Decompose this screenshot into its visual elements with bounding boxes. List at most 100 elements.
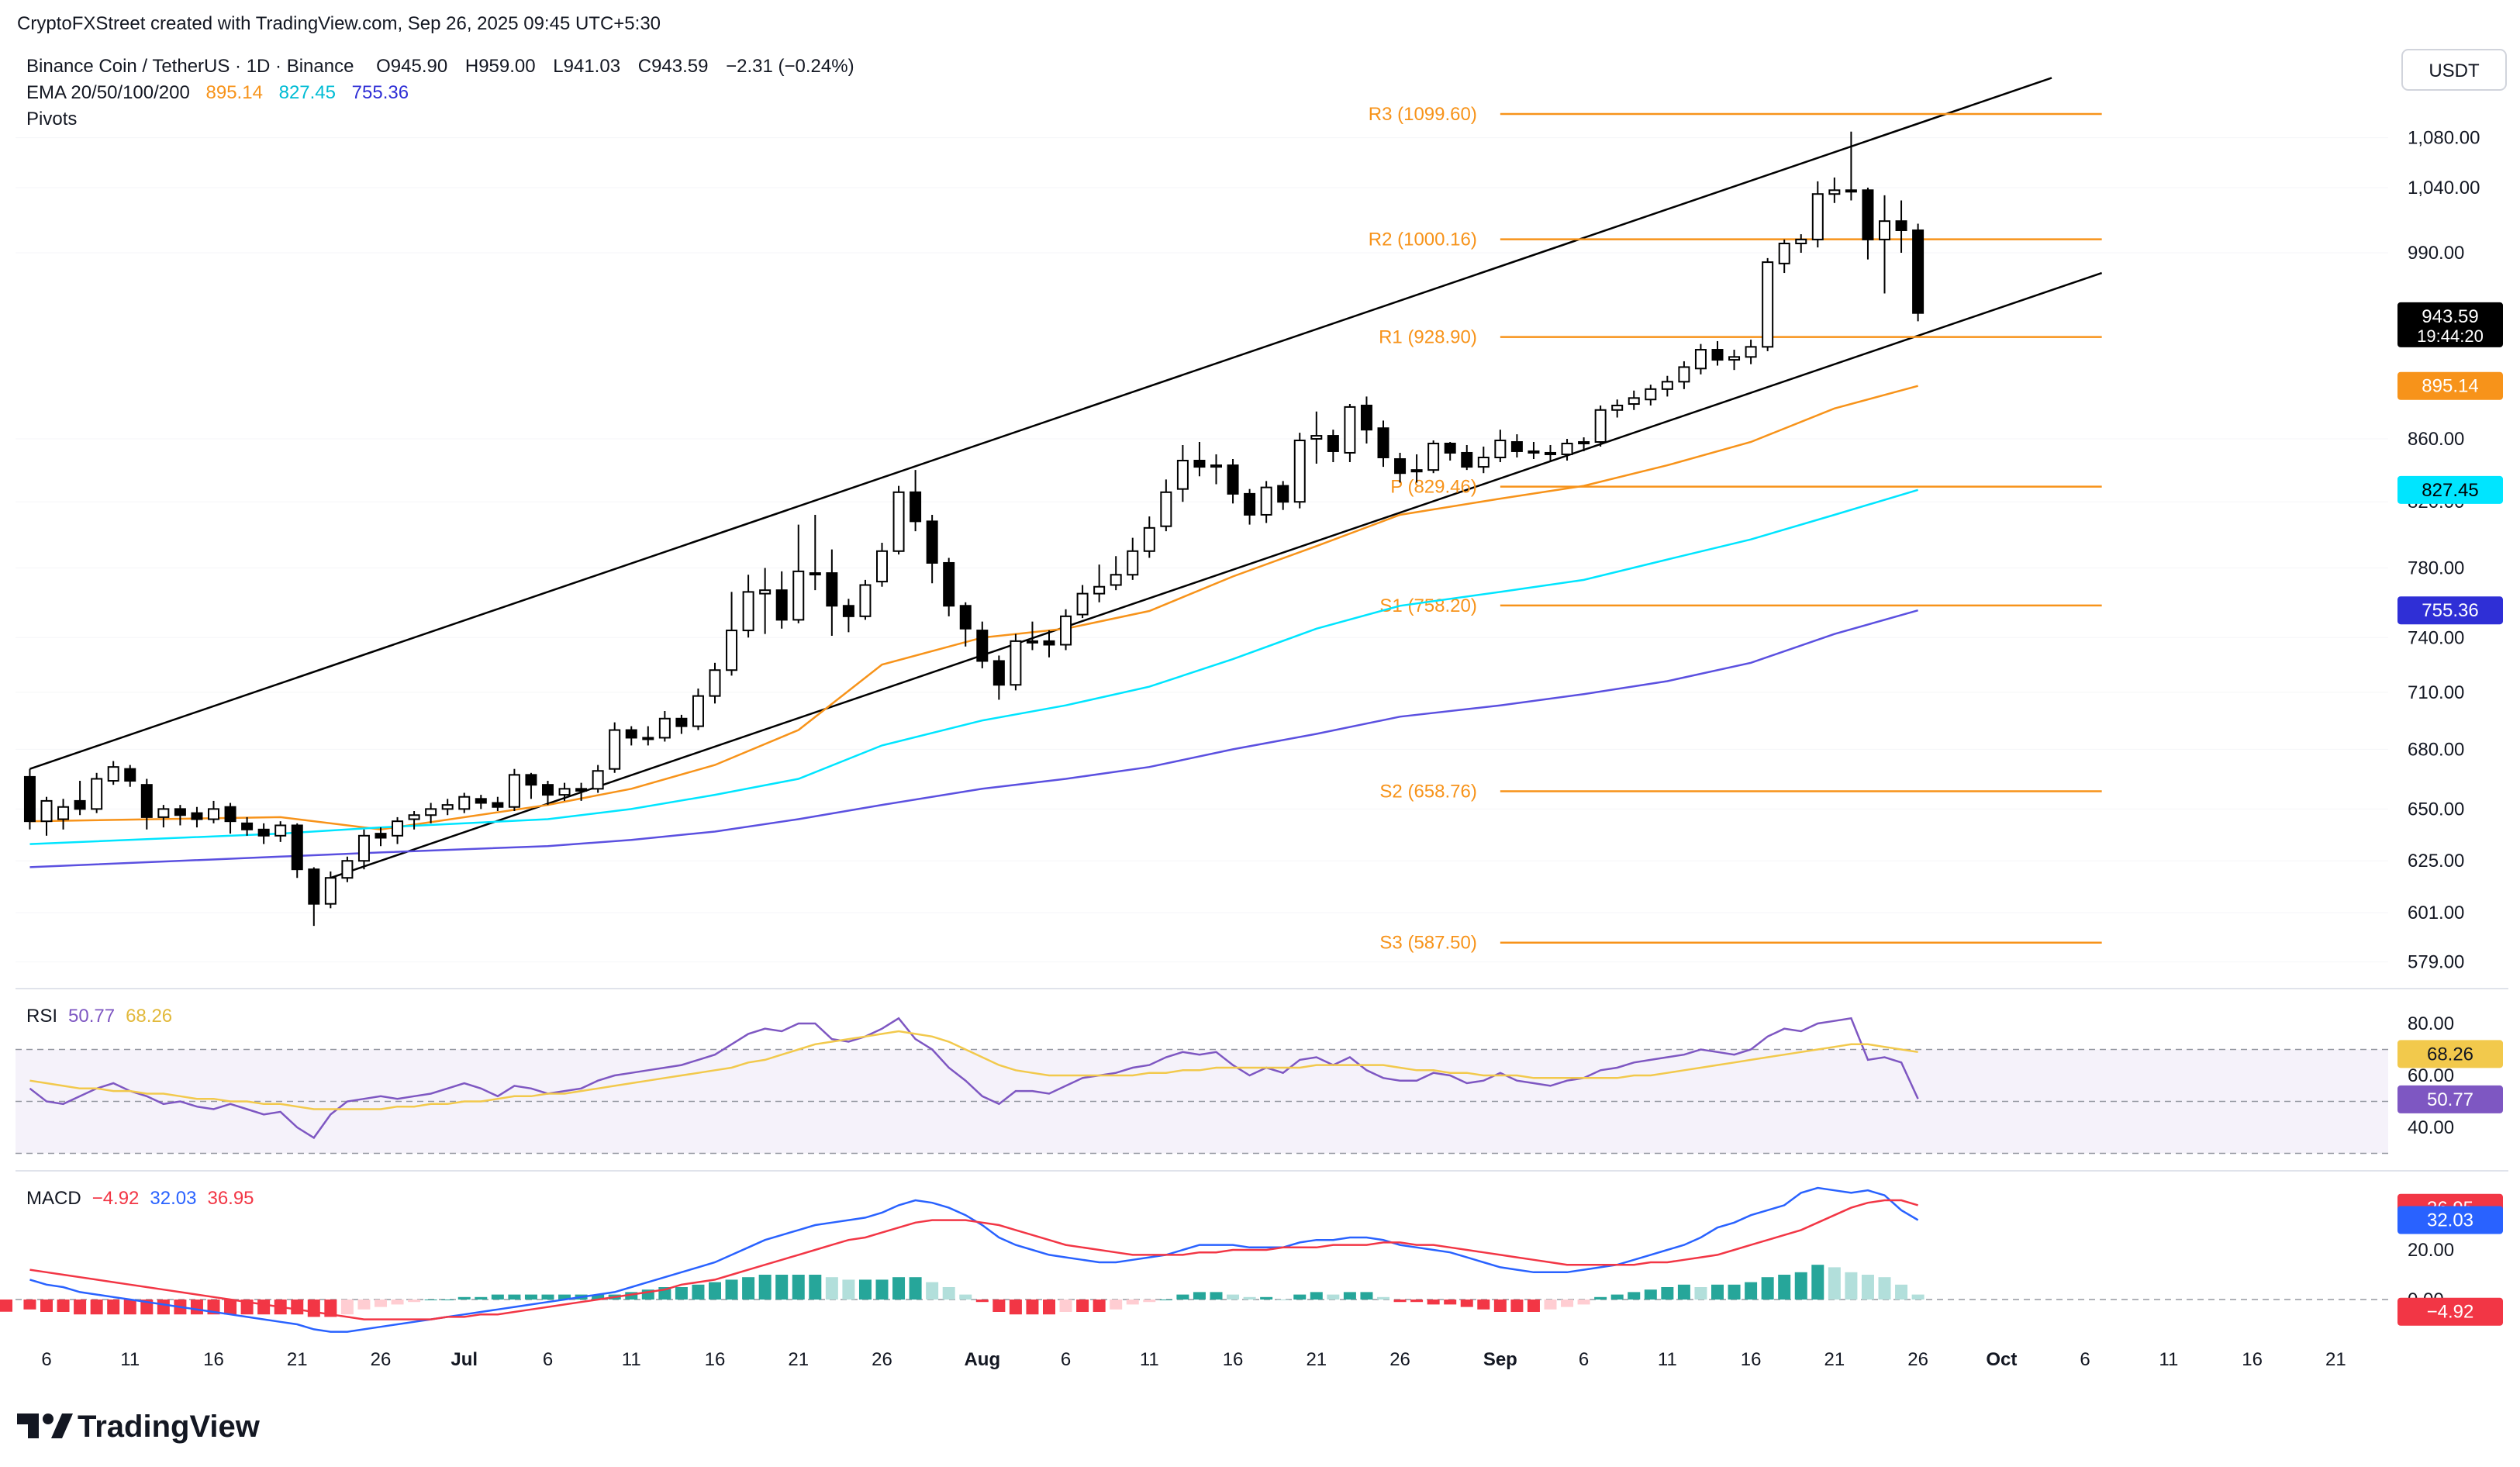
candle	[1561, 439, 1573, 461]
candle-body	[375, 833, 387, 839]
macd-histogram-bar	[1861, 1275, 1874, 1300]
candle-body	[592, 770, 604, 790]
candle-body	[1076, 592, 1089, 616]
macd-histogram-bar	[725, 1279, 738, 1300]
candle-body	[357, 834, 370, 862]
time-axis-tick: 21	[1306, 1349, 1327, 1370]
candle	[1628, 390, 1640, 410]
candle-body	[1728, 356, 1741, 361]
rsi-ma-legend-value: 68.26	[126, 1006, 172, 1027]
candle	[1360, 396, 1372, 444]
time-axis-tick: 16	[2242, 1349, 2263, 1370]
currency-button[interactable]: USDT	[2401, 49, 2507, 91]
candle-body	[291, 824, 303, 871]
macd-histogram-bar	[1009, 1300, 1022, 1315]
macd-histogram-bar	[1360, 1292, 1373, 1300]
time-axis-tick: 21	[788, 1349, 809, 1370]
macd-histogram-bar	[809, 1275, 822, 1300]
macd-histogram-bar	[57, 1300, 70, 1312]
macd-histogram-bar	[1393, 1300, 1407, 1303]
rsi-line	[29, 1017, 1919, 1140]
macd-histogram-bar	[1811, 1265, 1824, 1300]
candle	[341, 856, 354, 882]
macd-histogram-bar	[792, 1275, 805, 1300]
time-axis-tick: 6	[543, 1349, 553, 1370]
candle-body	[57, 806, 70, 820]
candle	[1176, 444, 1189, 502]
candle	[1728, 350, 1741, 371]
candle-body	[441, 804, 454, 810]
candle	[1260, 481, 1272, 523]
price-axis-tick: 601.00	[2408, 903, 2464, 923]
candle	[241, 816, 254, 836]
candle	[1394, 452, 1407, 483]
rsi-pane: 40.00 60.00 80.00 RSI 50.77 68.26 68.26 50.77	[16, 1006, 2503, 1155]
pivot-label-s1: S1 (758.20)	[1379, 595, 1476, 616]
candle-body	[508, 774, 520, 808]
candle	[992, 655, 1005, 700]
candle-body	[1143, 526, 1155, 552]
candle	[1745, 340, 1757, 364]
rsi-legend-title: RSI	[26, 1006, 57, 1027]
macd-histogram-bar	[1076, 1300, 1089, 1312]
macd-legend: MACD −4.92 32.03 36.95	[26, 1188, 254, 1209]
tradingview-logo-text: TradingView	[78, 1410, 261, 1444]
price-axis-tick: 780.00	[2408, 558, 2464, 579]
price-badge-label: 943.59	[2422, 306, 2478, 327]
macd-histogram-bar	[1243, 1296, 1256, 1300]
pivot-label-s2: S2 (658.76)	[1379, 782, 1476, 803]
candle	[1427, 440, 1440, 474]
candle-body	[976, 630, 989, 662]
time-axis-tick: 6	[2080, 1349, 2090, 1370]
time-axis-tick: 11	[1658, 1349, 1677, 1370]
price-badge-bg	[2397, 596, 2503, 625]
candle-body	[525, 774, 537, 786]
rsi-badge-label: 50.77	[2427, 1089, 2473, 1110]
candle-body	[558, 788, 571, 796]
time-axis-tick: 11	[2159, 1349, 2178, 1370]
price-axis-tick: 650.00	[2408, 799, 2464, 820]
macd-histogram-bar	[1711, 1284, 1724, 1300]
candle-body	[308, 868, 320, 905]
candle-body	[1645, 388, 1657, 401]
attribution-text: CryptoFXStreet created with TradingView.…	[17, 13, 661, 34]
macd-histogram-bar	[1610, 1294, 1624, 1300]
macd-legend-value: 32.03	[150, 1188, 196, 1209]
candle-body	[1377, 427, 1389, 458]
candle	[592, 765, 604, 793]
time-axis-tick: Aug	[964, 1349, 1000, 1370]
rsi-ma-line	[29, 1030, 1918, 1110]
macd-histogram-bar	[357, 1300, 371, 1310]
low-value: 941.03	[564, 56, 620, 77]
macd-histogram-bar	[625, 1292, 638, 1300]
candle-body	[1210, 464, 1222, 468]
price-axis-tick: 625.00	[2408, 851, 2464, 872]
macd-pane: 0.0020.00MACD−4.9232.0336.9536.9532.03−4…	[0, 1186, 2503, 1333]
time-axis-tick: 6	[1061, 1349, 1071, 1370]
macd-histogram-bar	[508, 1294, 521, 1300]
price-badge-countdown: 19:44:20	[2417, 326, 2484, 346]
time-axis-tick: 6	[1579, 1349, 1589, 1370]
rsi-badge-bg	[2397, 1085, 2503, 1113]
candle	[575, 782, 588, 801]
candle-body	[1578, 440, 1590, 444]
candle	[191, 806, 203, 828]
candle-body	[1594, 409, 1607, 443]
candle-body	[1611, 404, 1624, 411]
candle	[1828, 177, 1841, 203]
candle-body	[926, 520, 938, 564]
candle-body	[842, 605, 854, 617]
macd-histogram-bar	[324, 1300, 337, 1317]
candle-body	[692, 695, 704, 727]
candle	[124, 765, 136, 787]
ema-legend-label: EMA 20/50/100/200	[26, 82, 190, 103]
candle	[324, 871, 337, 909]
candle-body	[1344, 406, 1356, 454]
macd-histogram-bar	[1059, 1300, 1072, 1312]
candle-body	[625, 729, 637, 739]
candle	[1244, 488, 1256, 525]
candle	[1310, 411, 1323, 464]
macd-histogram-bar	[475, 1296, 488, 1300]
rsi-legend-value: 50.77	[68, 1006, 115, 1027]
